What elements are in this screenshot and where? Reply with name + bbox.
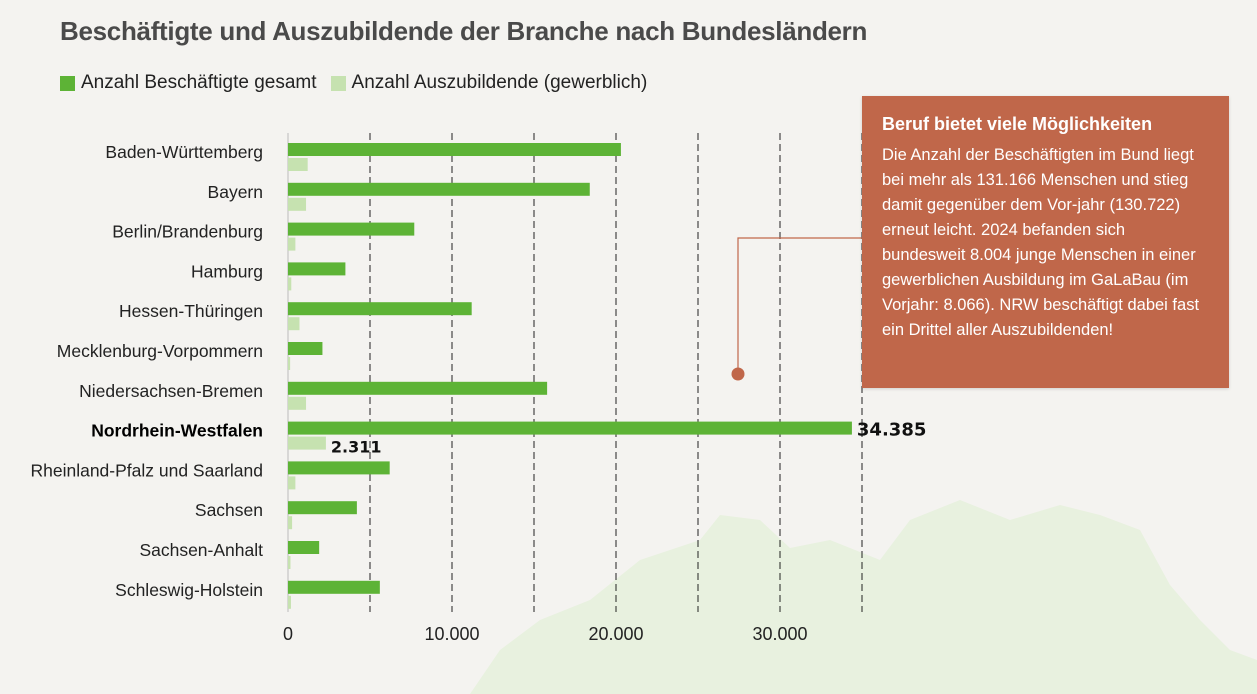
bar-trainees: [288, 556, 291, 569]
legend-item-trainees: Anzahl Auszubildende (gewerblich): [330, 72, 648, 94]
category-label: Sachsen-Anhalt: [139, 540, 263, 560]
bar-employees: [288, 143, 621, 156]
category-label: Schleswig-Holstein: [115, 580, 263, 600]
category-label: Hamburg: [191, 261, 263, 281]
callout-text: Die Anzahl der Beschäftigten im Bund lie…: [882, 146, 1200, 339]
callout-pointer-dot: [731, 367, 745, 381]
legend-swatch-employees: [60, 75, 75, 91]
bar-employees: [288, 541, 320, 554]
bar-employees: [288, 421, 852, 435]
chart-legend: Anzahl Beschäftigte gesamt Anzahl Auszub…: [60, 72, 647, 94]
category-label: Mecklenburg-Vorpommern: [57, 341, 263, 361]
legend-swatch-trainees: [330, 75, 346, 91]
bar-employees: [288, 262, 346, 276]
bar-employees: [288, 580, 380, 594]
page-title: Beschäftigte und Auszubildende der Branc…: [60, 16, 868, 46]
category-label: Hessen-Thüringen: [119, 301, 263, 321]
legend-label-trainees: Anzahl Auszubildende (gewerblich): [351, 72, 648, 93]
callout-title: Beruf bietet viele Möglichkeiten: [882, 114, 1153, 134]
bar-trainees: [288, 595, 291, 609]
bar-employees: [288, 342, 323, 355]
category-label: Baden-Württemberg: [105, 142, 263, 162]
legend-label-employees: Anzahl Beschäftigte gesamt: [81, 72, 317, 93]
bar-employees: [288, 222, 415, 236]
callout-connector: [737, 237, 862, 368]
x-tick-label: 0: [283, 624, 293, 644]
bar-trainees: [288, 158, 308, 171]
bar-employees: [288, 302, 472, 316]
info-callout: Beruf bietet viele Möglichkeiten Die Anz…: [862, 96, 1229, 388]
category-label: Berlin/Brandenburg: [112, 222, 263, 242]
data-label: 34.385: [857, 420, 926, 441]
bar-employees: [288, 182, 590, 196]
x-tick-label: 10.000: [424, 624, 479, 644]
category-label: Sachsen: [195, 500, 263, 520]
map-outline-shape: [470, 500, 1257, 694]
bar-trainees: [288, 436, 326, 450]
bar-trainees: [288, 396, 307, 410]
bar-trainees: [288, 237, 296, 251]
bar-trainees: [288, 277, 292, 291]
bar-employees: [288, 501, 357, 515]
bar-trainees: [288, 476, 296, 490]
x-tick-label: 30.000: [752, 624, 807, 644]
category-label: Bayern: [208, 182, 263, 202]
category-label: Niedersachsen-Bremen: [79, 381, 263, 401]
bar-trainees: [288, 317, 300, 331]
bar-trainees: [288, 357, 291, 370]
bar-trainees: [288, 516, 293, 530]
bar-trainees: [288, 197, 307, 211]
x-tick-label: 20.000: [588, 624, 643, 644]
category-label: Rheinland-Pfalz und Saarland: [30, 460, 263, 480]
bar-employees: [288, 381, 548, 395]
bar-employees: [288, 461, 390, 475]
legend-item-employees: Anzahl Beschäftigte gesamt: [60, 72, 317, 94]
data-label: 2.311: [331, 438, 382, 457]
category-label: Nordrhein-Westfalen: [91, 421, 263, 441]
